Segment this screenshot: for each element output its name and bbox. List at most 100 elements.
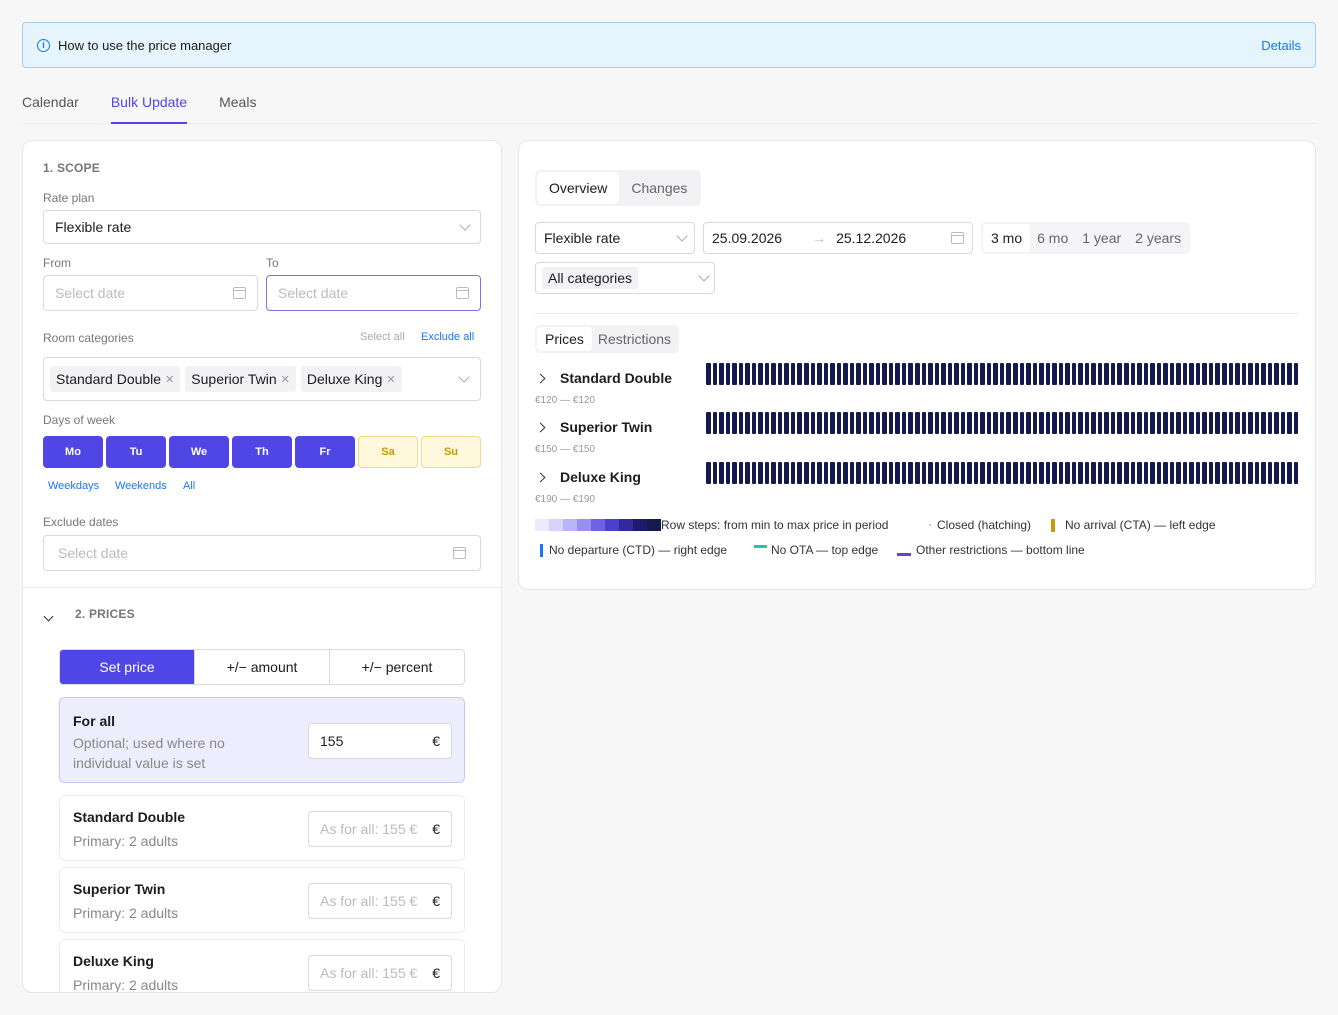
overview-tabs: Overview Changes <box>535 170 702 206</box>
for-all-price-input[interactable]: 155 € <box>308 723 452 759</box>
ota-marker-icon <box>754 544 767 548</box>
day-cell <box>745 363 750 385</box>
ctd-marker-icon <box>540 543 543 557</box>
day-cell <box>1280 412 1286 434</box>
from-date-input[interactable]: Select date <box>43 275 258 311</box>
tab-bulk-update[interactable]: Bulk Update <box>110 88 188 124</box>
details-link[interactable]: Details <box>1261 37 1301 53</box>
chevron-down-icon <box>676 230 688 242</box>
day-cell <box>882 412 887 434</box>
room-price-input[interactable]: As for all: 155 € € <box>308 955 452 991</box>
category-filter[interactable]: All categories <box>535 262 715 294</box>
day-cell <box>973 363 979 385</box>
day-cell <box>1215 462 1220 484</box>
select-all-link[interactable]: Select all <box>360 331 405 343</box>
day-sa[interactable]: Sa <box>358 436 418 468</box>
day-cell <box>732 462 737 484</box>
day-cell <box>1254 412 1260 434</box>
day-cell <box>1052 363 1057 385</box>
tab-overview[interactable]: Overview <box>537 172 620 204</box>
mode-set-price[interactable]: Set price <box>60 650 195 684</box>
tab-changes[interactable]: Changes <box>631 180 688 196</box>
day-cell <box>856 462 861 484</box>
legend-steps: Row steps: from min to max price in peri… <box>535 518 888 532</box>
day-cell <box>1274 363 1279 385</box>
to-placeholder: Select date <box>278 285 349 301</box>
day-cell <box>901 462 907 484</box>
day-cell <box>1150 363 1155 385</box>
day-cell <box>1189 363 1194 385</box>
all-days-link[interactable]: All <box>183 480 196 492</box>
days-label: Days of week <box>43 413 116 427</box>
day-cell <box>993 462 998 484</box>
close-icon[interactable]: ✕ <box>280 373 290 386</box>
exclude-placeholder: Select date <box>58 545 129 561</box>
exclude-dates-input[interactable]: Select date <box>43 535 481 571</box>
day-cell <box>862 363 868 385</box>
chevron-down-icon[interactable] <box>43 611 54 622</box>
legend-cta: No arrival (CTA) — left edge <box>1051 518 1216 532</box>
day-cell <box>993 363 998 385</box>
period-2years[interactable]: 2 years <box>1135 230 1182 246</box>
period-3mo[interactable]: 3 mo <box>983 224 1031 252</box>
subtab-restrictions[interactable]: Restrictions <box>597 331 672 347</box>
mode-percent[interactable]: +/− percent <box>361 659 433 675</box>
subtab-prices[interactable]: Prices <box>537 327 592 351</box>
close-icon[interactable]: ✕ <box>386 373 396 386</box>
exclude-all-link[interactable]: Exclude all <box>421 331 475 343</box>
day-th[interactable]: Th <box>232 436 292 468</box>
legend-ctd: No departure (CTD) — right edge <box>540 543 727 557</box>
row-expand-superior-twin[interactable]: Superior Twin <box>535 419 652 435</box>
room-name: Deluxe King <box>73 953 154 969</box>
close-icon[interactable]: ✕ <box>165 373 175 386</box>
day-cell <box>993 412 998 434</box>
room-price-input[interactable]: As for all: 155 € € <box>308 811 452 847</box>
day-tu[interactable]: Tu <box>106 436 166 468</box>
period-6mo[interactable]: 6 mo <box>1037 230 1069 246</box>
weekends-link[interactable]: Weekends <box>115 480 167 492</box>
weekdays-link[interactable]: Weekdays <box>48 480 100 492</box>
day-cell <box>1287 462 1292 484</box>
room-price-placeholder: As for all: 155 € <box>320 965 418 981</box>
day-cell <box>1006 412 1011 434</box>
divider <box>535 313 1299 314</box>
room-categories-label: Room categories <box>43 331 134 345</box>
row-expand-standard-double[interactable]: Standard Double <box>535 370 672 386</box>
tab-meals[interactable]: Meals <box>219 94 257 110</box>
tab-calendar[interactable]: Calendar <box>22 94 79 110</box>
row-expand-deluxe-king[interactable]: Deluxe King <box>535 469 641 485</box>
day-cell <box>1019 412 1025 434</box>
day-cell <box>1032 462 1038 484</box>
day-cell <box>830 462 835 484</box>
rate-plan-filter[interactable]: Flexible rate <box>535 222 695 254</box>
row-name: Standard Double <box>560 370 673 386</box>
day-cell <box>960 363 966 385</box>
day-cell <box>862 462 868 484</box>
day-cell <box>947 363 953 385</box>
day-cell <box>777 462 783 484</box>
period-1year[interactable]: 1 year <box>1082 230 1122 246</box>
for-all-card: For all Optional; used where no individu… <box>59 697 465 783</box>
day-we[interactable]: We <box>169 436 229 468</box>
day-cell <box>875 462 881 484</box>
legend-cta-label: No arrival (CTA) — left edge <box>1065 518 1216 532</box>
day-cell <box>758 412 763 434</box>
room-occupancy: Primary: 2 adults <box>73 833 179 849</box>
exclude-dates-label: Exclude dates <box>43 515 119 529</box>
to-date-input[interactable]: Select date <box>266 275 481 311</box>
day-cell <box>934 462 940 484</box>
rate-plan-select[interactable]: Flexible rate <box>43 210 481 244</box>
date-range-picker[interactable]: 25.09.2026 → 25.12.2026 <box>703 222 973 254</box>
day-cell <box>1195 412 1201 434</box>
mode-amount[interactable]: +/− amount <box>195 650 330 684</box>
day-cell <box>1052 412 1057 434</box>
room-price-input[interactable]: As for all: 155 € € <box>308 883 452 919</box>
day-su[interactable]: Su <box>421 436 481 468</box>
day-cell <box>1058 412 1064 434</box>
info-text: How to use the price manager <box>58 37 232 53</box>
day-mo[interactable]: Mo <box>43 436 103 468</box>
day-fr[interactable]: Fr <box>295 436 355 468</box>
day-cell <box>758 363 763 385</box>
day-cell <box>1019 462 1025 484</box>
room-categories-select[interactable]: Standard Double ✕ Superior Twin ✕ Deluxe K… <box>43 357 481 401</box>
